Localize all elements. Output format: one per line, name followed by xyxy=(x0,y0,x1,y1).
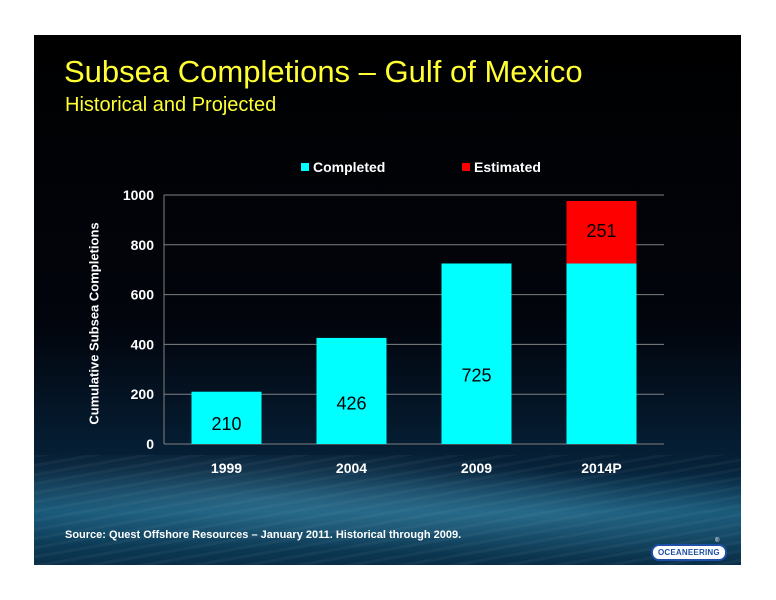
registered-mark: ® xyxy=(715,538,720,544)
bar-estimated-2014p xyxy=(566,200,637,264)
legend-label-completed: Completed xyxy=(313,159,386,175)
data-label-completed-2009: 725 xyxy=(461,365,491,385)
ocean-surface-background xyxy=(34,455,741,565)
bar-completed-2014p xyxy=(566,263,637,444)
bar-completed-2009 xyxy=(441,263,512,444)
slide-background: Subsea Completions – Gulf of Mexico Hist… xyxy=(34,35,741,565)
x-tick-label-2014p: 2014P xyxy=(581,460,621,476)
y-tick-label-0: 0 xyxy=(146,436,154,452)
slide-subtitle: Historical and Projected xyxy=(65,94,277,116)
x-tick-label-2004: 2004 xyxy=(336,460,367,476)
chart-legend: Completed Estimated xyxy=(34,159,741,177)
legend-item-completed: Completed xyxy=(301,159,385,175)
y-tick-label-400: 400 xyxy=(131,336,155,352)
x-tick-label-1999: 1999 xyxy=(211,460,242,476)
legend-item-estimated: Estimated xyxy=(462,159,541,175)
data-label-completed-2004: 426 xyxy=(336,394,366,414)
bar-chart: 0 200 400 600 800 1000 210 1999 426 2004 725 2009 25… xyxy=(123,187,664,476)
legend-swatch-estimated xyxy=(462,163,470,171)
data-label-estimated-2014p: 251 xyxy=(586,221,616,241)
bar-completed-2004 xyxy=(316,337,387,444)
x-tick-label-2009: 2009 xyxy=(461,460,492,476)
data-label-completed-1999: 210 xyxy=(211,414,241,434)
y-tick-label-800: 800 xyxy=(131,237,155,253)
slide-title: Subsea Completions – Gulf of Mexico xyxy=(64,54,583,89)
y-tick-label-600: 600 xyxy=(131,287,155,303)
y-tick-label-200: 200 xyxy=(131,386,155,402)
bar-completed-1999 xyxy=(191,391,262,444)
y-tick-label-1000: 1000 xyxy=(123,187,154,203)
oceaneering-logo: OCEANEERING xyxy=(651,544,727,561)
legend-swatch-completed xyxy=(301,163,309,171)
legend-label-estimated: Estimated xyxy=(474,159,541,175)
source-note: Source: Quest Offshore Resources – Janua… xyxy=(65,529,462,541)
